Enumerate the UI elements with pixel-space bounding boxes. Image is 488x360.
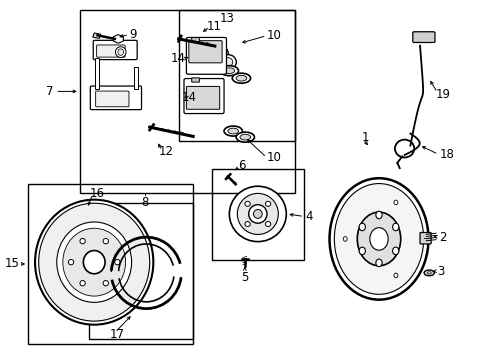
Text: 12: 12 <box>158 145 173 158</box>
Ellipse shape <box>220 66 238 76</box>
Bar <box>80 10 294 193</box>
Text: 11: 11 <box>206 20 221 33</box>
Ellipse shape <box>393 273 397 278</box>
Ellipse shape <box>358 247 365 255</box>
Ellipse shape <box>214 49 224 58</box>
Bar <box>178 10 294 141</box>
Ellipse shape <box>244 201 250 206</box>
Ellipse shape <box>62 228 125 296</box>
Ellipse shape <box>118 49 123 55</box>
Ellipse shape <box>393 200 397 205</box>
Bar <box>95 58 99 89</box>
Ellipse shape <box>68 260 74 265</box>
Text: 18: 18 <box>438 148 453 162</box>
Ellipse shape <box>427 272 430 274</box>
FancyBboxPatch shape <box>90 86 141 110</box>
FancyBboxPatch shape <box>188 41 222 63</box>
Ellipse shape <box>240 134 250 140</box>
Bar <box>93 33 101 39</box>
Ellipse shape <box>80 280 85 286</box>
Text: 8: 8 <box>141 196 148 209</box>
Ellipse shape <box>115 260 120 265</box>
FancyBboxPatch shape <box>191 37 199 42</box>
Ellipse shape <box>375 211 381 219</box>
Bar <box>212 169 304 260</box>
Text: 7: 7 <box>45 85 53 98</box>
Ellipse shape <box>329 178 427 300</box>
FancyBboxPatch shape <box>419 233 430 244</box>
Text: 9: 9 <box>129 28 137 41</box>
Ellipse shape <box>237 193 278 234</box>
Bar <box>134 67 138 89</box>
Text: 16: 16 <box>89 187 104 200</box>
Ellipse shape <box>223 58 232 67</box>
Bar <box>89 203 193 339</box>
Ellipse shape <box>35 200 153 325</box>
Ellipse shape <box>423 270 433 276</box>
Ellipse shape <box>369 228 387 250</box>
FancyBboxPatch shape <box>183 78 224 113</box>
Ellipse shape <box>232 73 250 83</box>
Ellipse shape <box>57 222 131 302</box>
Text: 6: 6 <box>238 159 245 172</box>
Text: 10: 10 <box>266 29 281 42</box>
Ellipse shape <box>236 75 246 81</box>
Ellipse shape <box>103 280 108 286</box>
FancyBboxPatch shape <box>412 32 434 42</box>
Ellipse shape <box>392 247 398 255</box>
Text: 5: 5 <box>241 271 248 284</box>
Text: 2: 2 <box>438 231 446 244</box>
Text: 14: 14 <box>170 52 185 65</box>
Ellipse shape <box>80 238 85 244</box>
Text: 3: 3 <box>436 265 444 278</box>
Ellipse shape <box>224 126 242 136</box>
Ellipse shape <box>227 128 238 134</box>
FancyBboxPatch shape <box>191 78 199 82</box>
Ellipse shape <box>334 184 423 294</box>
Ellipse shape <box>265 221 270 226</box>
Ellipse shape <box>211 46 228 61</box>
Ellipse shape <box>248 204 266 223</box>
Ellipse shape <box>103 238 108 244</box>
Text: 1: 1 <box>362 131 369 144</box>
Ellipse shape <box>358 223 365 231</box>
Ellipse shape <box>229 186 286 242</box>
FancyBboxPatch shape <box>186 86 219 109</box>
FancyBboxPatch shape <box>93 40 137 60</box>
Ellipse shape <box>39 203 149 321</box>
Ellipse shape <box>224 68 234 73</box>
Ellipse shape <box>253 210 262 219</box>
Ellipse shape <box>236 132 254 142</box>
Text: 14: 14 <box>181 91 196 104</box>
Ellipse shape <box>244 221 250 226</box>
Ellipse shape <box>219 55 236 69</box>
Ellipse shape <box>265 201 270 206</box>
Ellipse shape <box>343 237 346 241</box>
Text: 4: 4 <box>305 210 312 223</box>
Text: 17: 17 <box>110 328 125 341</box>
Ellipse shape <box>375 259 381 267</box>
Ellipse shape <box>357 212 400 266</box>
Text: 13: 13 <box>219 12 234 25</box>
Text: 15: 15 <box>4 257 20 270</box>
Text: 19: 19 <box>435 88 449 101</box>
FancyBboxPatch shape <box>186 37 226 74</box>
Text: 10: 10 <box>266 151 281 165</box>
FancyBboxPatch shape <box>96 91 129 107</box>
FancyBboxPatch shape <box>97 45 125 57</box>
Ellipse shape <box>392 223 398 231</box>
Ellipse shape <box>83 251 105 274</box>
Ellipse shape <box>115 47 126 58</box>
Bar <box>28 184 193 344</box>
